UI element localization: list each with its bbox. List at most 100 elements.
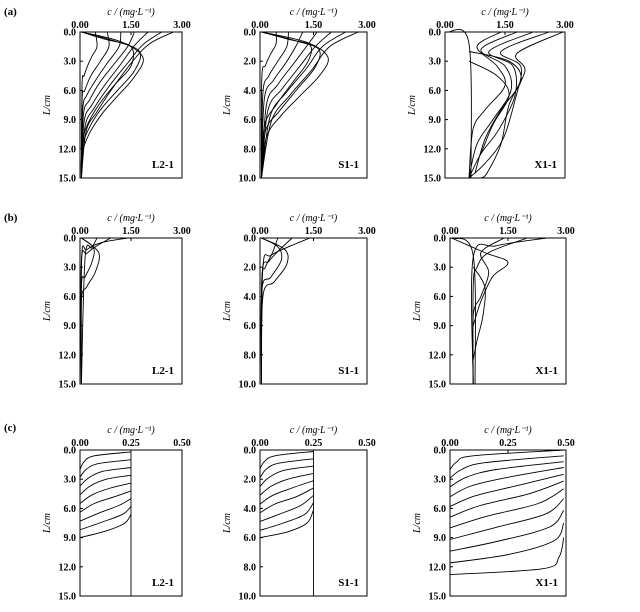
y-tick-label: 15.0 [429, 380, 447, 391]
x-tick-label: 0.25 [499, 438, 517, 449]
series-line-3 [79, 459, 132, 478]
series-line-8 [80, 31, 134, 179]
y-tick-label: 6.0 [429, 86, 442, 97]
y-axis-title: L/cm [412, 513, 423, 534]
y-tick-label: 9.0 [64, 533, 77, 544]
y-tick-label: 9.0 [64, 321, 77, 332]
series-line-3 [80, 237, 98, 385]
series-line-5 [260, 31, 332, 179]
y-tick-label: 12.0 [59, 350, 77, 361]
panel-name: X1-1 [534, 159, 557, 171]
series-line-3 [80, 31, 122, 179]
y-tick-label: 0.0 [64, 446, 77, 457]
y-tick-label: 6.0 [64, 504, 77, 515]
series-line-5 [451, 237, 509, 326]
x-tick-label: 3.00 [556, 20, 574, 31]
series-line-8 [79, 498, 132, 522]
series-line-1 [260, 31, 277, 179]
series-line-1 [446, 28, 472, 179]
y-tick-label: 0.0 [64, 28, 77, 39]
series-line-1 [80, 237, 128, 385]
series-line-9 [259, 502, 314, 531]
y-axis-title: L/cm [407, 95, 418, 116]
x-tick-label: 0.00 [251, 20, 269, 31]
series-line-5 [260, 237, 289, 385]
series-line-4 [80, 31, 135, 179]
x-tick-label: 0.00 [436, 20, 454, 31]
y-tick-label: 9.0 [64, 115, 77, 126]
y-tick-label: 3.0 [64, 57, 77, 68]
panel-a-X1-1: 0.00 1.50 3.00 0.0 3.0 6.0 9.0 12.0 15.0 c / (mg·… [407, 7, 574, 185]
y-axis-title: L/cm [222, 301, 233, 322]
series-line-8 [259, 494, 314, 522]
y-axis-title: L/cm [412, 301, 423, 322]
y-tick-label: 9.0 [434, 533, 447, 544]
y-tick-label: 15.0 [59, 174, 77, 185]
x-axis-title: c / (mg·L⁻¹) [290, 425, 338, 436]
panel-name: S1-1 [338, 577, 359, 589]
series-line-1 [449, 449, 564, 470]
y-tick-label: 3.0 [434, 475, 447, 486]
y-axis-title: L/cm [42, 301, 53, 322]
plot-frame [449, 237, 567, 385]
series-line-6 [472, 266, 486, 360]
series-line-3 [472, 237, 528, 385]
panel-a-S1-1: 0.00 1.50 3.00 0.0 2.0 4.0 6.0 8.0 10.0 c / (mg·L… [222, 7, 376, 185]
panel-b-S1-1: 0.00 1.50 3.00 0.0 2.0 4.0 6.0 8.0 10.0 c / (mg·L… [222, 213, 376, 391]
y-tick-label: 2.0 [244, 475, 257, 486]
plot-frame [259, 237, 368, 385]
series-line-4 [260, 31, 318, 179]
series-line-10 [259, 509, 314, 539]
y-tick-label: 12.0 [59, 144, 77, 155]
y-tick-label: 3.0 [429, 57, 442, 68]
series-line-5 [259, 472, 314, 496]
x-tick-label: 0.25 [122, 438, 140, 449]
panel-name: L2-1 [152, 159, 174, 171]
x-axis-title: c / (mg·L⁻¹) [484, 425, 532, 436]
x-axis-title: c / (mg·L⁻¹) [484, 213, 532, 224]
y-tick-label: 6.0 [244, 115, 257, 126]
series-line-10 [449, 522, 565, 564]
y-tick-label: 15.0 [429, 592, 447, 603]
series-line-9 [79, 506, 132, 531]
series-line-2 [259, 451, 314, 470]
y-tick-label: 10.0 [239, 380, 257, 391]
panel-name: X1-1 [535, 365, 558, 377]
series-line-6 [259, 480, 314, 505]
y-tick-label: 15.0 [59, 592, 77, 603]
panel-name: L2-1 [152, 577, 174, 589]
y-tick-label: 0.0 [64, 234, 77, 245]
y-tick-label: 8.0 [244, 144, 257, 155]
x-tick-label: 3.00 [557, 226, 575, 237]
x-tick-label: 3.00 [358, 226, 376, 237]
x-tick-label: 0.00 [441, 438, 459, 449]
series-line-5 [468, 31, 550, 179]
x-axis-title: c / (mg·L⁻¹) [290, 213, 338, 224]
y-tick-label: 0.0 [244, 28, 257, 39]
x-tick-label: 3.00 [173, 226, 191, 237]
y-tick-label: 3.0 [64, 475, 77, 486]
series-line-10 [80, 31, 144, 179]
y-tick-label: 6.0 [434, 292, 447, 303]
series-line-7 [260, 31, 359, 179]
x-axis-title: c / (mg·L⁻¹) [107, 7, 155, 18]
series-line-4 [449, 467, 564, 498]
series-line-7 [449, 488, 564, 529]
x-tick-label: 1.50 [122, 226, 140, 237]
x-tick-label: 0.00 [71, 226, 89, 237]
plot-frame [79, 31, 183, 179]
series-line-8 [468, 60, 510, 154]
y-axis-title: L/cm [222, 95, 233, 116]
series-line-9 [449, 510, 565, 552]
series-line-2 [80, 31, 110, 179]
y-axis-title: L/cm [42, 95, 53, 116]
panel-c-L2-1: 0.00 0.25 0.50 0.0 3.0 6.0 9.0 12.0 15.0 c / (mg·… [42, 425, 191, 603]
y-tick-label: 3.0 [434, 263, 447, 274]
series-line-11 [449, 537, 565, 576]
y-tick-label: 12.0 [59, 562, 77, 573]
series-line-2 [449, 455, 564, 479]
series-line-4 [259, 465, 314, 487]
x-tick-label: 1.50 [305, 226, 323, 237]
y-tick-label: 15.0 [424, 174, 442, 185]
